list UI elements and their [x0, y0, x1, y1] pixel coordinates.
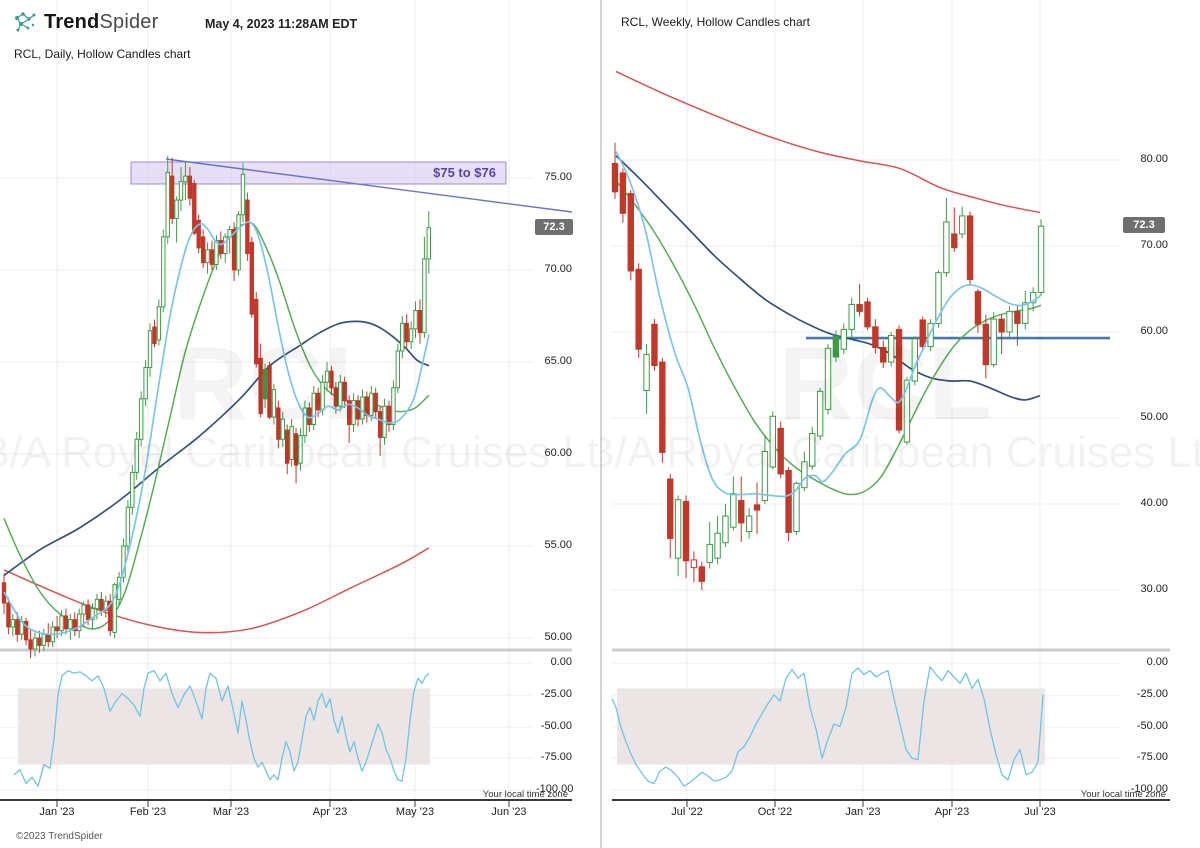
osc-axis-label: 0.00: [1146, 656, 1168, 668]
daily-oscillator-line: [13, 669, 430, 787]
y-axis-label: 80.00: [1140, 153, 1168, 165]
osc-axis-label: -75.00: [540, 751, 572, 763]
x-axis-label: Oct '22: [757, 806, 793, 818]
timezone-note: Your local time zone: [482, 789, 568, 800]
timezone-note: Your local time zone: [1080, 789, 1166, 800]
weekly-chart-title: RCL, Weekly, Hollow Candles chart: [621, 15, 810, 29]
weekly-oscillator-line: [611, 666, 1044, 787]
x-axis-label: Jul '23: [1024, 806, 1056, 818]
chart-timestamp: May 4, 2023 11:28AM EDT: [205, 17, 358, 31]
osc-axis-label: -100.00: [1130, 783, 1168, 795]
y-axis-label: 50.00: [1140, 411, 1168, 423]
osc-axis-label: 0.00: [550, 656, 572, 668]
osc-axis-label: -100.00: [536, 783, 574, 795]
x-axis-label: Apr '23: [312, 806, 348, 818]
y-axis-label: 65.00: [544, 355, 572, 367]
weekly-chart: [611, 0, 1170, 807]
copyright-note: ©2023 TrendSpider: [16, 831, 103, 842]
spider-web-icon: [15, 12, 36, 32]
x-axis-label: Jul '22: [671, 806, 703, 818]
y-axis-label: 70.00: [1140, 239, 1168, 251]
daily-chart: [0, 0, 573, 807]
last-price-badge: 72.3: [535, 219, 573, 235]
x-axis-label: Jan '23: [845, 806, 881, 818]
y-axis-label: 75.00: [544, 171, 572, 183]
x-axis-label: May '23: [395, 806, 435, 818]
y-axis-label: 60.00: [544, 447, 572, 459]
y-axis-label: 60.00: [1140, 325, 1168, 337]
x-axis-label: Apr '23: [934, 806, 970, 818]
daily-candles: [1, 155, 432, 659]
osc-axis-label: -25.00: [540, 688, 572, 700]
x-axis-label: Mar '23: [212, 806, 250, 818]
y-axis-label: 50.00: [544, 631, 572, 643]
price-zone-label[interactable]: $75 to $76: [433, 165, 496, 180]
trendspider-logo[interactable]: TrendSpider: [12, 9, 158, 35]
y-axis-label: 70.00: [544, 263, 572, 275]
osc-axis-label: -75.00: [1136, 751, 1168, 763]
weekly-candles: [611, 142, 1045, 590]
x-axis-label: Jun '23: [491, 806, 527, 818]
osc-axis-label: -50.00: [540, 720, 572, 732]
daily-chart-title: RCL, Daily, Hollow Candles chart: [14, 47, 191, 61]
x-axis-label: Feb '23: [129, 806, 167, 818]
y-axis-label: 40.00: [1140, 497, 1168, 509]
brand-name: TrendSpider: [44, 10, 159, 33]
last-price-badge: 72.3: [1123, 217, 1165, 233]
osc-axis-label: -50.00: [1136, 720, 1168, 732]
y-axis-label: 55.00: [544, 539, 572, 551]
y-axis-label: 30.00: [1140, 583, 1168, 595]
osc-axis-label: -25.00: [1136, 688, 1168, 700]
x-axis-label: Jan '23: [39, 806, 75, 818]
